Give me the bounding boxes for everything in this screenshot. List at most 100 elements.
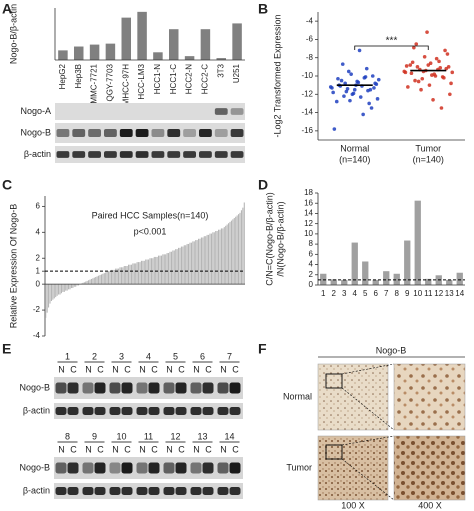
bar [136,262,138,285]
bar [68,284,70,290]
panel-letter: F [258,341,267,357]
data-point [430,73,434,77]
blot-band [229,462,241,474]
bar [122,267,124,285]
bar [196,240,198,285]
bar [168,253,170,285]
bar [232,219,234,285]
row-label: Tumor [286,462,312,472]
data-point [403,70,408,75]
x-tick-label: 3 [342,289,347,298]
bar [138,262,140,285]
lane-label: C [151,444,158,454]
blot-band [136,407,148,415]
bar [202,237,204,285]
x-tick-label: 2 [332,289,337,298]
bar [59,284,61,295]
y-tick-label: -16 [301,126,313,135]
blot-band [104,151,117,158]
lane-label: C [178,364,185,374]
blot-band [190,382,202,394]
y-tick-label: 2 [309,270,314,279]
data-point [420,76,425,81]
bar [229,221,231,285]
data-point [440,75,445,79]
bar [220,228,222,285]
bar [180,246,182,285]
data-point [332,127,337,131]
blot [55,103,245,120]
annotation: Paired HCC Samples(n=140) [92,210,209,220]
blot-label: Nogo-B [19,462,50,472]
bar [60,284,62,294]
lane-label: C [205,444,212,454]
y-tick-label: 6 [36,201,41,210]
blot-band [230,129,244,137]
lane-label: C [178,444,185,454]
bar [230,220,232,285]
data-point [434,56,439,61]
x-tick-label: 1 [321,289,326,298]
bar [160,255,162,285]
bar [425,278,432,285]
blot-band [72,151,86,158]
blot-band [151,129,165,137]
data-point [427,83,432,87]
blot-band [82,382,94,394]
sample-number: 11 [144,431,153,441]
data-point [343,81,347,86]
blot-band [217,382,229,394]
bar [162,254,164,285]
panel-title: Nogo-B [376,345,407,355]
bar [145,259,147,285]
blot-band [135,129,149,137]
bar [341,279,348,285]
bar [155,256,157,285]
bar [238,214,240,285]
data-point [357,48,362,53]
y-tick-label: 14 [304,209,313,218]
bar [75,284,77,287]
bar [166,253,168,285]
bar [210,233,212,285]
data-point [362,76,367,80]
blot-band [148,462,160,474]
lane-label: N [58,444,65,454]
blot-band [119,151,133,158]
bar [393,273,400,285]
bar [130,264,132,285]
bar [235,216,237,285]
blot-band [55,407,67,415]
bar [109,271,111,285]
data-point [334,99,339,104]
blot-band [229,407,241,415]
y-tick-label: 6 [309,249,314,258]
x-tick-label: 14 [455,289,464,298]
lane-label: C [97,364,104,374]
bar [146,259,148,285]
data-point [352,87,357,92]
blot-band [151,151,165,158]
data-point [408,63,413,67]
bar [222,228,224,285]
data-point [366,88,370,93]
bar [175,249,177,285]
bar [176,249,178,285]
y-tick-label: 12 [304,219,313,228]
bar [219,229,221,285]
bar [225,225,227,285]
data-point [445,52,450,56]
lane-label: C [97,444,104,454]
blot-band [94,462,106,474]
blot-label: Nogo-B [19,382,50,392]
column-label: 400 X [418,500,442,510]
sample-number: 7 [227,351,232,361]
bar [212,232,214,285]
lane-label: N [193,444,200,454]
y-tick-label: 10 [304,229,313,238]
blot-band [67,407,79,415]
blot-band [121,487,133,495]
x-tick-label: 9 [405,289,410,298]
annotation: p<0.001 [134,226,167,236]
